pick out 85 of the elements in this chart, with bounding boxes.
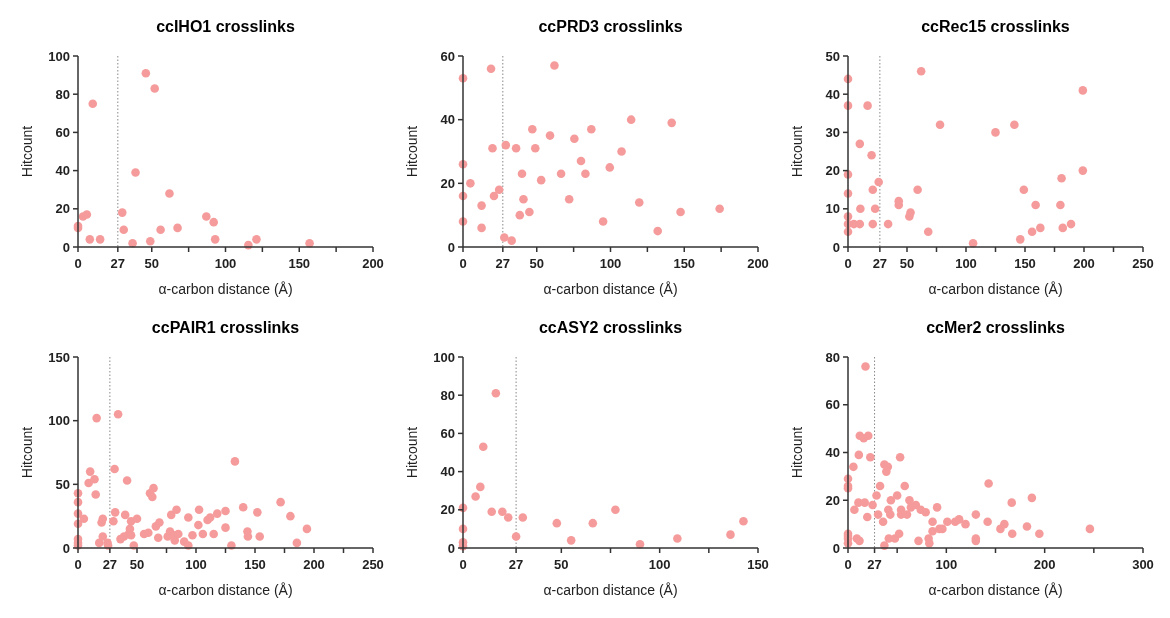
y-tick-label: 80 [825,349,840,365]
x-tick-label: 0 [74,557,82,572]
x-tick-label: 100 [935,557,958,572]
chart-title: ccMer2 crosslinks [926,319,1065,336]
y-tick-label: 40 [440,112,455,128]
y-tick-label: 100 [433,349,455,365]
x-tick-label: 150 [673,256,696,271]
x-tick-label: 27 [495,256,511,271]
chart-title: ccRec15 crosslinks [921,18,1070,35]
y-tick-label: 60 [55,124,70,140]
y-axis-title: Hitcount [404,125,420,178]
x-tick-label: 100 [599,256,622,271]
y-tick-label: 0 [447,540,455,556]
x-axis-title: α-carbon distance (Å) [928,281,1063,297]
x-tick-label: 0 [844,557,852,572]
y-tick-label: 50 [825,48,840,64]
x-tick-label: 100 [648,557,671,572]
x-tick-label: 250 [362,557,384,572]
x-tick-label: 200 [303,557,325,572]
x-tick-label: 50 [144,256,159,271]
y-axis-title: Hitcount [19,426,35,479]
y-tick-label: 40 [825,445,840,461]
x-axis-title: α-carbon distance (Å) [543,582,678,598]
x-axis-title: α-carbon distance (Å) [158,281,293,297]
x-tick-label: 200 [1033,557,1056,572]
y-tick-label: 0 [447,239,455,255]
y-tick-label: 40 [55,163,70,179]
y-tick-label: 20 [440,502,455,518]
x-tick-label: 50 [899,256,915,271]
y-axis-title: Hitcount [789,125,805,178]
chart-title: ccPRD3 crosslinks [538,18,683,35]
y-tick-label: 0 [62,540,70,556]
x-tick-label: 0 [844,256,852,271]
y-axis-title: Hitcount [19,125,35,178]
x-tick-label: 150 [244,557,266,572]
y-tick-label: 100 [48,413,70,429]
y-tick-label: 50 [55,476,70,492]
y-tick-label: 30 [825,124,840,140]
x-tick-label: 27 [102,557,118,572]
y-tick-label: 0 [832,540,840,556]
x-axis-title: α-carbon distance (Å) [543,281,678,297]
y-tick-label: 60 [440,425,455,441]
y-tick-label: 100 [48,48,70,64]
y-tick-label: 60 [440,48,455,64]
chart-title: ccASY2 crosslinks [538,319,683,336]
y-tick-label: 150 [48,349,70,365]
x-tick-label: 150 [288,256,311,271]
y-tick-label: 10 [825,201,840,217]
y-tick-label: 20 [440,175,455,191]
x-tick-label: 200 [747,256,769,271]
y-tick-label: 40 [825,86,840,102]
x-tick-label: 27 [872,256,888,271]
x-tick-label: 27 [867,557,882,572]
y-tick-label: 0 [62,239,70,255]
y-tick-label: 60 [825,397,840,413]
x-tick-label: 27 [110,256,126,271]
x-tick-label: 50 [529,256,544,271]
chart-title: ccPAIR1 crosslinks [151,319,300,336]
x-tick-label: 100 [214,256,237,271]
x-tick-label: 50 [554,557,569,572]
y-axis-title: Hitcount [789,426,805,479]
y-tick-label: 20 [55,201,70,217]
x-tick-label: 100 [955,256,977,271]
x-tick-label: 200 [362,256,384,271]
x-tick-label: 250 [1132,256,1154,271]
x-tick-label: 0 [74,256,82,271]
x-tick-label: 300 [1132,557,1154,572]
y-axis-title: Hitcount [404,426,420,479]
y-tick-label: 40 [440,464,455,480]
x-tick-label: 50 [129,557,145,572]
x-tick-label: 200 [1073,256,1095,271]
x-tick-label: 150 [1014,256,1036,271]
x-tick-label: 0 [459,256,467,271]
x-tick-label: 0 [459,557,467,572]
y-tick-label: 20 [825,492,840,508]
y-tick-label: 80 [55,86,70,102]
y-tick-label: 80 [440,387,455,403]
x-tick-label: 27 [508,557,524,572]
x-axis-title: α-carbon distance (Å) [928,582,1063,598]
y-tick-label: 20 [825,163,840,179]
chart-title: ccIHO1 crosslinks [156,18,295,35]
y-tick-label: 0 [832,239,840,255]
x-tick-label: 150 [747,557,769,572]
x-tick-label: 100 [185,557,207,572]
x-axis-title: α-carbon distance (Å) [158,582,293,598]
